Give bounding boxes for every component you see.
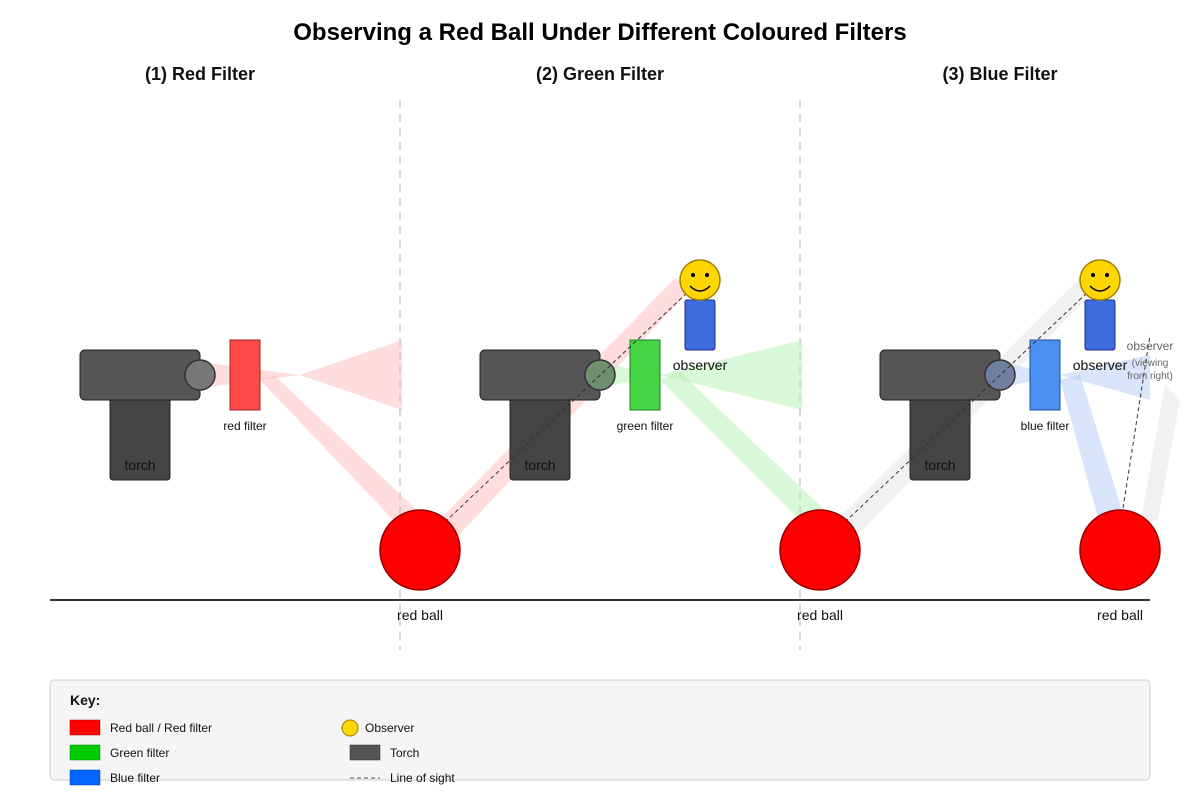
- key-swatch-red: [69, 719, 101, 736]
- beam-after-filter: [660, 340, 802, 410]
- torch-body: [879, 349, 1001, 401]
- ball-label-3: red ball: [1097, 607, 1143, 623]
- observer-eye-left: [691, 273, 695, 277]
- panel-1: torch red filter: [79, 339, 440, 548]
- red-ball-2: [779, 509, 861, 591]
- panel-3: torch blue filter observer observer (vie…: [822, 259, 1180, 548]
- torch-label: torch: [924, 457, 955, 473]
- ball-label-2: red ball: [797, 607, 843, 623]
- green-filter-label: green filter: [617, 419, 674, 433]
- reflection-beam-right: [1140, 385, 1180, 525]
- line-of-sight: [844, 289, 1091, 523]
- observer-eye-left: [1091, 273, 1095, 277]
- red-ball-3: [1079, 509, 1161, 591]
- diagram-title: Observing a Red Ball Under Different Col…: [293, 19, 906, 46]
- key-background: [49, 679, 1151, 781]
- beam-after-filter: [1060, 355, 1150, 400]
- panel-1-title: (1) Red Filter: [145, 64, 255, 84]
- red-filter: [229, 339, 261, 411]
- torch-body: [79, 349, 201, 401]
- green-filter: [629, 339, 661, 411]
- observer-body: [684, 299, 716, 351]
- key-swatch-torch: [349, 744, 381, 761]
- torch-label: torch: [124, 457, 155, 473]
- observer-label: observer: [1073, 357, 1128, 373]
- key-swatch-observer: [341, 719, 359, 737]
- key-panel: Key: Red ball / Red filter Green filter …: [49, 679, 1151, 786]
- key-swatch-green: [69, 744, 101, 761]
- observer-note-line-2: from right): [1127, 371, 1173, 382]
- beam-after-filter: [300, 340, 402, 410]
- key-label-red: Red ball / Red filter: [110, 721, 212, 735]
- observer-head: [679, 259, 721, 301]
- key-label-torch: Torch: [390, 746, 419, 760]
- observer-eye-right: [705, 273, 709, 277]
- torch-body: [479, 349, 601, 401]
- beam-to-ball: [660, 372, 835, 535]
- key-label-blue: Blue filter: [110, 771, 160, 785]
- key-label-line-of-sight: Line of sight: [390, 771, 455, 785]
- line-of-sight-right: [1121, 334, 1151, 516]
- key-title: Key:: [70, 692, 100, 708]
- blue-filter: [1029, 339, 1061, 411]
- torch-lens: [184, 359, 216, 391]
- observer-eye-right: [1105, 273, 1109, 277]
- observer-label: observer: [673, 357, 728, 373]
- panel-2: torch green filter observer: [420, 259, 835, 555]
- red-ball-1: [379, 509, 461, 591]
- ball-label-1: red ball: [397, 607, 443, 623]
- observer-smile: [1089, 285, 1111, 292]
- beam-to-ball: [1060, 375, 1125, 525]
- key-swatch-blue: [69, 769, 101, 786]
- panel-2-title: (2) Green Filter: [536, 64, 664, 84]
- panel-3-title: (3) Blue Filter: [942, 64, 1057, 84]
- observer-body: [1084, 299, 1116, 351]
- observer-head: [1079, 259, 1121, 301]
- observer-note-title: observer: [1127, 339, 1174, 353]
- observer-smile: [689, 285, 711, 292]
- observer-note-line-1: (viewing: [1132, 358, 1169, 369]
- key-label-green: Green filter: [110, 746, 169, 760]
- key-label-observer: Observer: [365, 721, 414, 735]
- line-of-sight: [444, 289, 691, 523]
- blue-filter-label: blue filter: [1021, 419, 1070, 433]
- red-filter-label: red filter: [223, 419, 266, 433]
- torch-label: torch: [524, 457, 555, 473]
- beam-to-ball: [260, 376, 440, 548]
